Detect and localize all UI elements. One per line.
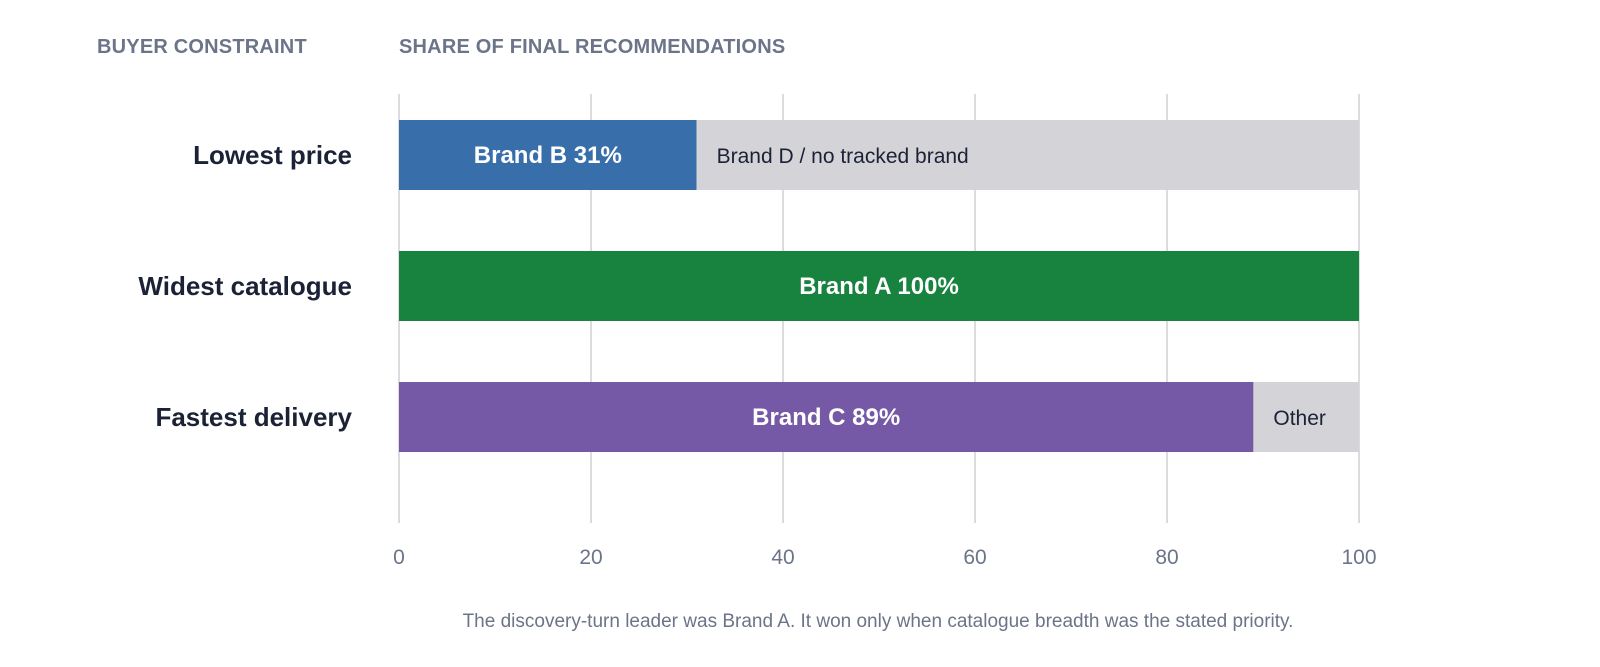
category-label-widest-catalogue: Widest catalogue bbox=[138, 271, 352, 301]
category-labels: Lowest price Widest catalogue Fastest deli… bbox=[138, 140, 352, 432]
bar-label-leader-lowest-price: Brand B 31% bbox=[474, 142, 622, 169]
x-tick-label-100: 100 bbox=[1341, 546, 1376, 569]
x-tick-label-80: 80 bbox=[1155, 546, 1178, 569]
bars: Brand B 31% Brand D / no tracked brand Bra… bbox=[399, 120, 1359, 452]
x-tick-label-40: 40 bbox=[771, 546, 794, 569]
x-tick-label-20: 20 bbox=[579, 546, 602, 569]
bar-label-remainder-fastest-delivery: Other bbox=[1273, 407, 1326, 430]
x-tick-label-0: 0 bbox=[393, 546, 405, 569]
bar-label-leader-widest-catalogue: Brand A 100% bbox=[799, 273, 959, 300]
x-tick-labels: 0 20 40 60 80 100 bbox=[393, 546, 1376, 569]
bar-leader-widest-catalogue bbox=[399, 251, 1359, 321]
value-axis-header: SHARE OF FINAL RECOMMENDATIONS bbox=[399, 36, 785, 58]
footnote: The discovery-turn leader was Brand A. I… bbox=[463, 611, 1294, 632]
category-label-fastest-delivery: Fastest delivery bbox=[155, 402, 352, 432]
bar-remainder-fastest-delivery bbox=[1253, 382, 1359, 452]
bar-leader-lowest-price bbox=[399, 120, 697, 190]
category-label-lowest-price: Lowest price bbox=[193, 140, 352, 170]
bar-label-leader-fastest-delivery: Brand C 89% bbox=[752, 404, 900, 431]
bar-leader-fastest-delivery bbox=[399, 382, 1254, 452]
bar-label-remainder-lowest-price: Brand D / no tracked brand bbox=[717, 145, 969, 168]
category-axis-header: BUYER CONSTRAINT bbox=[97, 36, 307, 58]
bar-remainder-lowest-price bbox=[696, 120, 1359, 190]
x-tick-label-60: 60 bbox=[963, 546, 986, 569]
